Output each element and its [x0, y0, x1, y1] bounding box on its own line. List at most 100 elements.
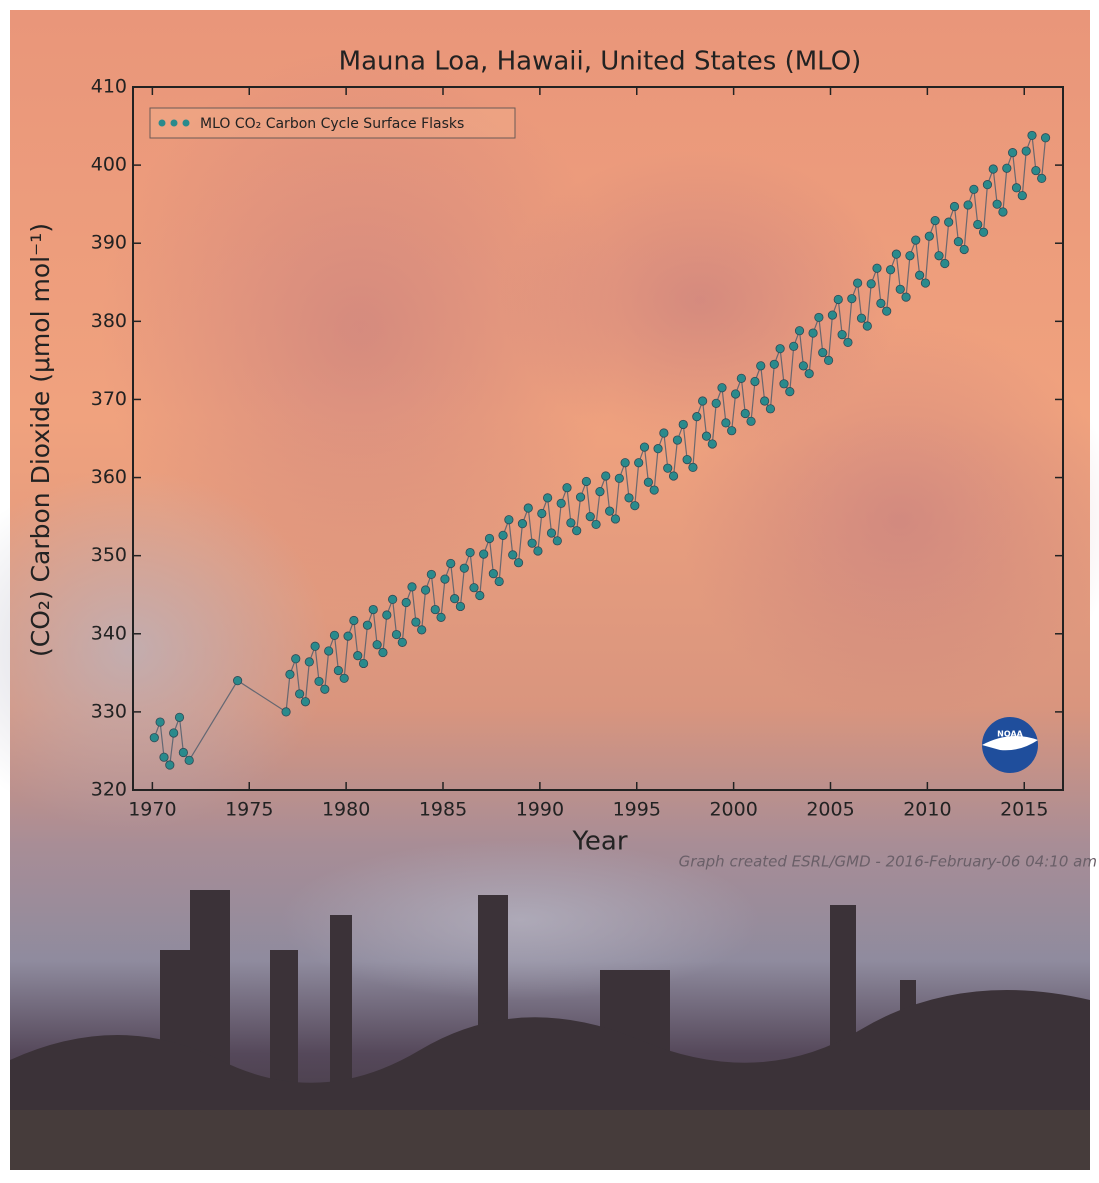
- data-point: [804, 369, 814, 379]
- data-point: [184, 755, 194, 765]
- data-point: [949, 201, 960, 212]
- data-point: [407, 582, 417, 592]
- plot-frame: [132, 86, 1064, 791]
- data-point: [543, 493, 553, 503]
- data-point: [233, 676, 243, 686]
- data-point: [760, 396, 770, 406]
- data-point: [649, 485, 659, 495]
- data-point: [866, 279, 876, 289]
- data-point: [436, 612, 446, 622]
- data-point: [614, 473, 624, 483]
- x-tick-label: 1970: [128, 799, 176, 821]
- data-point: [465, 547, 475, 558]
- data-point: [388, 594, 398, 605]
- data-point: [475, 590, 485, 601]
- data-point: [847, 294, 857, 304]
- data-point: [856, 313, 867, 323]
- data-point: [513, 558, 524, 568]
- x-tick-label: 1990: [516, 799, 564, 821]
- data-point: [304, 657, 314, 667]
- data-point: [575, 492, 586, 502]
- data-point: [533, 546, 543, 556]
- data-point: [1002, 163, 1012, 173]
- data-point: [823, 355, 834, 365]
- y-tick-label: 350: [91, 544, 127, 566]
- x-tick-label: 1980: [322, 799, 370, 821]
- data-point: [862, 321, 872, 331]
- data-point: [876, 298, 886, 308]
- data-point: [891, 249, 901, 259]
- chart-title: Mauna Loa, Hawaii, United States (MLO): [339, 47, 862, 77]
- data-point: [688, 462, 698, 473]
- data-point: [1011, 183, 1022, 193]
- data-point: [149, 733, 159, 743]
- data-point: [169, 728, 179, 738]
- data-point: [426, 569, 436, 580]
- data-point: [721, 418, 731, 428]
- data-point: [969, 184, 979, 194]
- data-point: [324, 646, 334, 656]
- data-point: [295, 689, 305, 699]
- data-point: [765, 404, 776, 414]
- data-point: [300, 697, 311, 707]
- data-point: [556, 498, 566, 508]
- data-point: [982, 180, 993, 190]
- data-point: [382, 610, 392, 620]
- data-point: [798, 361, 808, 371]
- data-point: [411, 617, 421, 627]
- x-tick-label: 2010: [903, 799, 951, 821]
- data-point: [672, 435, 683, 445]
- data-point: [915, 270, 925, 280]
- data-point: [775, 344, 785, 354]
- data-point: [581, 476, 591, 487]
- data-point: [165, 760, 175, 770]
- logo-bird: [982, 736, 1038, 751]
- data-point: [517, 519, 528, 529]
- data-point: [988, 164, 998, 174]
- data-point: [692, 412, 702, 422]
- x-tick-label: 1985: [419, 799, 467, 821]
- data-point: [963, 200, 973, 210]
- legend-marker: [182, 119, 190, 127]
- series: [149, 130, 1051, 770]
- data-point: [678, 419, 688, 430]
- data-point: [155, 717, 165, 727]
- x-tick-label: 1995: [613, 799, 661, 821]
- data-point: [998, 207, 1008, 217]
- data-point: [420, 585, 431, 595]
- legend-marker: [170, 119, 178, 127]
- data-point: [566, 518, 576, 528]
- data-point: [701, 431, 712, 441]
- data-point: [717, 383, 727, 393]
- data-point: [837, 330, 847, 340]
- data-point: [527, 538, 537, 548]
- data-point: [740, 408, 750, 419]
- data-point: [562, 483, 572, 493]
- data-point: [769, 359, 779, 369]
- data-point: [488, 569, 498, 579]
- data-point: [905, 251, 915, 261]
- data-point: [924, 231, 934, 241]
- y-tick-label: 340: [91, 622, 127, 644]
- data-point: [159, 752, 169, 762]
- field: [10, 1110, 1090, 1170]
- data-point: [808, 328, 818, 338]
- data-point: [750, 376, 760, 387]
- data-point: [591, 519, 601, 530]
- data-point: [523, 503, 533, 513]
- x-axis-label: Year: [571, 827, 627, 857]
- data-point: [372, 640, 382, 650]
- data-point: [401, 597, 411, 608]
- data-point: [362, 620, 373, 630]
- noaa-logo: NOAA: [982, 717, 1038, 773]
- data-point: [1040, 133, 1051, 143]
- data-point: [504, 515, 514, 525]
- data-point: [992, 199, 1002, 209]
- data-point: [314, 676, 324, 687]
- data-point: [643, 477, 653, 487]
- data-point: [1017, 190, 1027, 201]
- y-tick-label: 360: [91, 466, 127, 488]
- data-point: [546, 528, 557, 538]
- data-point: [378, 647, 388, 658]
- data-point: [605, 506, 615, 516]
